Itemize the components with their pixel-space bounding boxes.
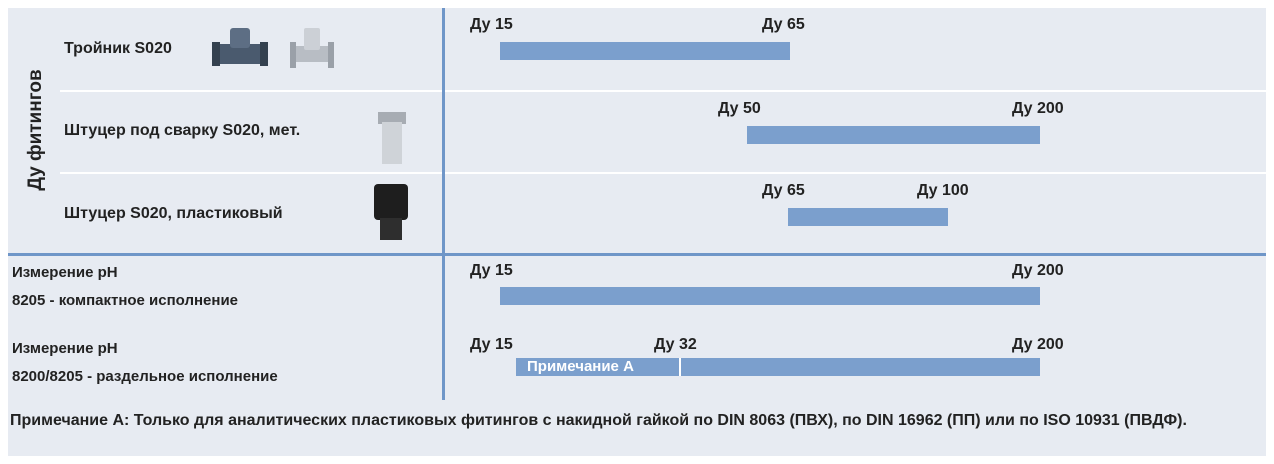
side-label: Ду фитингов: [25, 69, 47, 190]
icons-tee: [210, 22, 340, 82]
range-bar: [500, 42, 790, 60]
range-start: Ду 50: [718, 100, 761, 118]
range-bar: [500, 287, 1040, 305]
range-start: Ду 15: [470, 262, 513, 280]
row-separator: [60, 90, 1266, 92]
range-bar: [788, 208, 948, 226]
row-separator: [60, 172, 1266, 174]
range-bar: [747, 126, 1040, 144]
range-middle: Ду 32: [654, 336, 697, 354]
range-end: Ду 200: [1012, 262, 1064, 280]
bar-divider: [679, 358, 681, 376]
range-start: Ду 65: [762, 182, 805, 200]
horizontal-divider: [8, 253, 1266, 256]
range-end: Ду 65: [762, 16, 805, 34]
vertical-divider: [442, 8, 445, 400]
range-end: Ду 200: [1012, 100, 1064, 118]
row-label: 8200/8205 - раздельное исполнение: [12, 368, 278, 385]
icon-weld-nipple: [376, 108, 410, 168]
row-label: Измерение pH: [12, 340, 118, 357]
bar-note: Примечание А: [527, 358, 634, 376]
row-label: Тройник S020: [64, 40, 172, 58]
note: Примечание А: Только для аналитических п…: [10, 408, 1260, 434]
background: [8, 8, 1266, 456]
row-label: Измерение pH: [12, 264, 118, 281]
range-start: Ду 15: [470, 336, 513, 354]
page: Ду фитингов Примечание А: Только для ана…: [0, 0, 1274, 464]
row-label: 8205 - компактное исполнение: [12, 292, 238, 309]
range-start: Ду 15: [470, 16, 513, 34]
icon-plastic-nipple: [370, 180, 412, 244]
range-end: Ду 200: [1012, 336, 1064, 354]
row-label: Штуцер S020, пластиковый: [64, 205, 283, 223]
row-label: Штуцер под сварку S020, мет.: [64, 122, 300, 140]
range-end: Ду 100: [917, 182, 969, 200]
